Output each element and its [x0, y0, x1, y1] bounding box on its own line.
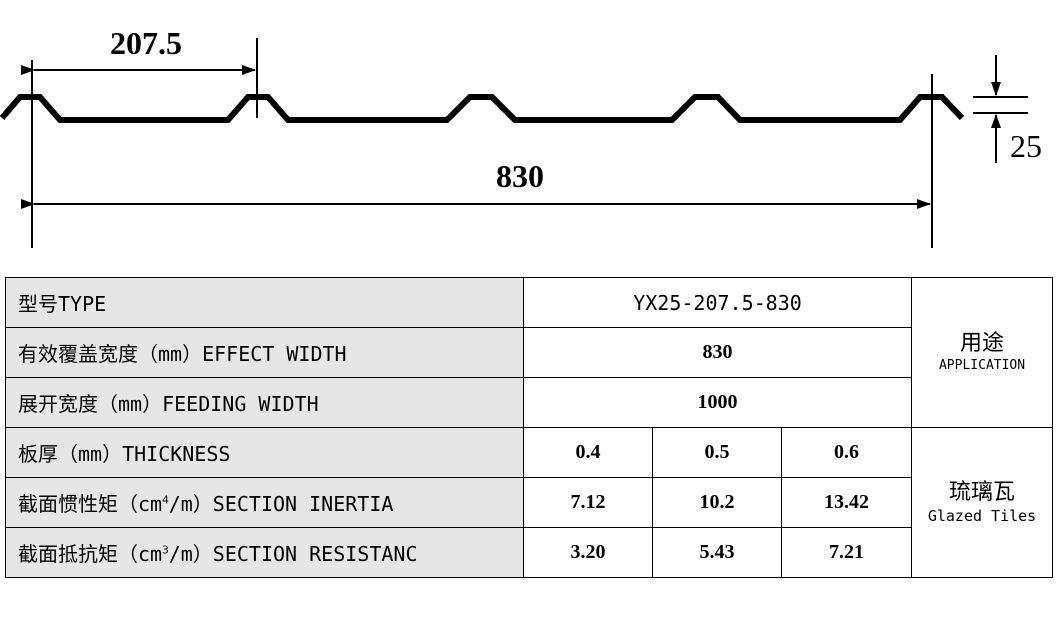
type-value: YX25-207.5-830: [522, 277, 913, 328]
height-label: 25: [1010, 128, 1042, 164]
thickness-value: 0.5: [652, 427, 782, 478]
sheet-profile: [0, 94, 965, 123]
inertia-value: 13.42: [780, 477, 913, 528]
table-row: 型号TYPE YX25-207.5-830 用途 APPLICATION: [5, 277, 1054, 428]
inertia-value: 10.2: [652, 477, 782, 528]
pitch-label: 207.5: [110, 25, 182, 61]
thickness-value: 0.6: [780, 427, 913, 478]
table-row: 截面惯性矩（cm4/m）SECTION INERTIA 7.12 10.2 13…: [5, 477, 1053, 528]
spec-table: 型号TYPE YX25-207.5-830 用途 APPLICATION 有效覆…: [5, 277, 1054, 578]
use-cn: 琉璃瓦: [949, 478, 1016, 504]
thickness-value: 0.4: [523, 427, 653, 478]
feeding-width-value: 1000: [522, 377, 913, 428]
use-en: Glazed Tiles: [927, 506, 1037, 525]
application-cell: 用途 APPLICATION: [911, 277, 1054, 428]
thickness-label: 板厚（mm）THICKNESS: [5, 427, 524, 478]
width-label: 830: [496, 158, 544, 194]
type-label: 型号TYPE: [5, 277, 524, 328]
table-row: 有效覆盖宽度（mm）EFFECT WIDTH 830: [5, 327, 1053, 378]
application-cn: 用途: [960, 329, 1005, 355]
table-row: 截面抵抗矩（cm3/m）SECTION RESISTANC 3.20 5.43 …: [5, 527, 1053, 578]
effect-width-label: 有效覆盖宽度（mm）EFFECT WIDTH: [5, 327, 524, 378]
section-inertia-label: 截面惯性矩（cm4/m）SECTION INERTIA: [5, 477, 524, 528]
profile-drawing: 207.5 830 25: [0, 25, 1042, 248]
feeding-width-label: 展开宽度（mm）FEEDING WIDTH: [5, 377, 524, 428]
resistance-value: 7.21: [780, 527, 913, 578]
table-row: 板厚（mm）THICKNESS 0.4 0.5 0.6 琉璃瓦 Glazed T…: [5, 427, 1054, 578]
inertia-value: 7.12: [523, 477, 653, 528]
resistance-value: 3.20: [523, 527, 653, 578]
table-row: 展开宽度（mm）FEEDING WIDTH 1000: [5, 377, 1053, 428]
effect-width-value: 830: [522, 327, 913, 378]
application-en: APPLICATION: [938, 357, 1026, 373]
section-resistance-label: 截面抵抗矩（cm3/m）SECTION RESISTANC: [5, 527, 524, 578]
use-cell: 琉璃瓦 Glazed Tiles: [911, 427, 1054, 578]
resistance-value: 5.43: [652, 527, 782, 578]
